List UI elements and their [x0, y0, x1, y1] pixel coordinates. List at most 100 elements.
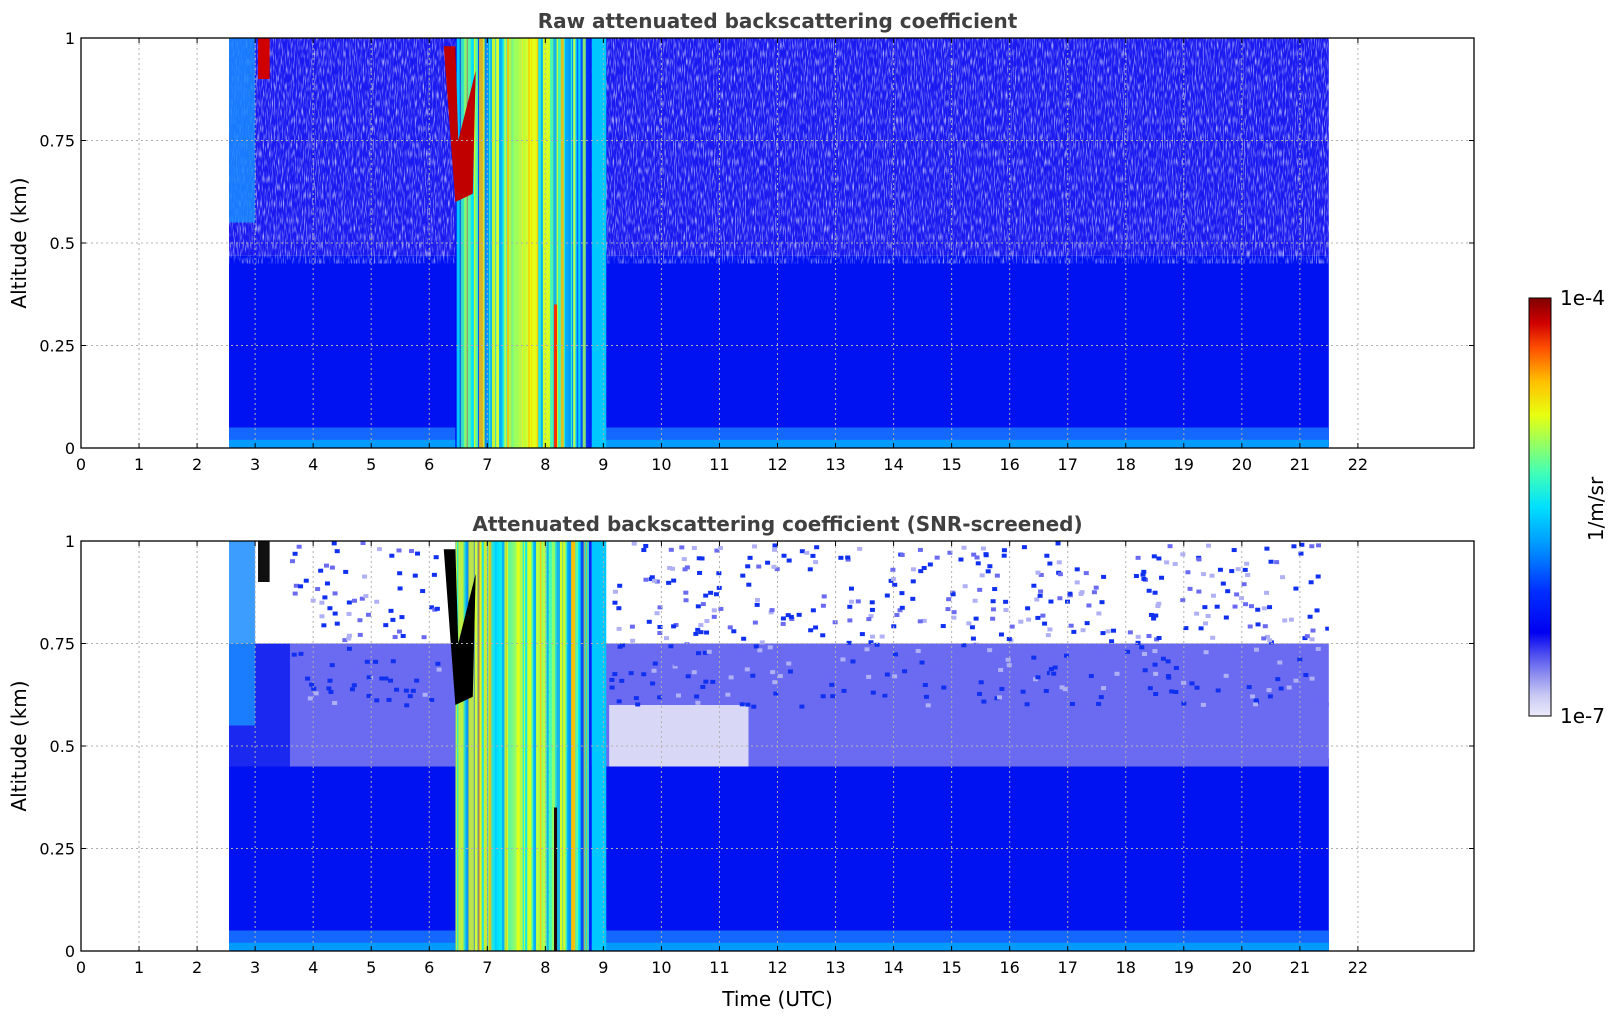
heatmap-speck — [1278, 686, 1284, 691]
heatmap-speck — [1267, 638, 1273, 643]
heatmap-screened-region — [229, 541, 1329, 644]
x-tick-label: 0 — [76, 455, 86, 474]
heatmap-speck — [846, 640, 852, 645]
heatmap-speck — [1231, 548, 1237, 553]
heatmap-speck — [313, 691, 319, 696]
heatmap-speck — [1253, 702, 1259, 707]
heatmap-speck — [826, 683, 832, 688]
heatmap-speck — [1153, 692, 1159, 697]
heatmap-speck — [890, 567, 896, 572]
x-tick-label: 6 — [424, 455, 434, 474]
heatmap-speck — [756, 564, 762, 569]
heatmap-speck — [410, 688, 416, 693]
heatmap-speck — [612, 672, 618, 677]
heatmap-speck — [969, 625, 975, 630]
heatmap-speck — [1314, 608, 1320, 613]
heatmap-speck — [633, 696, 639, 701]
heatmap-speck — [392, 635, 398, 640]
heatmap-speck — [879, 634, 885, 639]
heatmap-speck — [1006, 663, 1012, 668]
heatmap-speck — [879, 673, 885, 678]
heatmap-speck — [1045, 633, 1051, 638]
heatmap-speck — [1035, 570, 1041, 575]
heatmap-plume-streak — [501, 541, 505, 951]
heatmap-speck — [1044, 553, 1050, 558]
heatmap-speck — [958, 557, 964, 562]
heatmap-plume-streak — [516, 541, 520, 951]
heatmap-speck — [1057, 596, 1063, 601]
heatmap-speck — [1202, 605, 1208, 610]
heatmap-speck — [673, 662, 679, 667]
heatmap-speck — [322, 595, 328, 600]
heatmap-plume-streak — [468, 541, 471, 951]
heatmap-speck — [429, 605, 435, 610]
heatmap-speck — [1153, 671, 1159, 676]
heatmap-speck — [351, 598, 357, 603]
heatmap-speck — [321, 623, 327, 628]
heatmap-speck — [1203, 621, 1209, 626]
heatmap-speck — [1088, 673, 1094, 678]
heatmap-speck — [324, 581, 330, 586]
heatmap-speck — [917, 619, 923, 624]
heatmap-speck — [1223, 615, 1229, 620]
heatmap-speck — [1217, 567, 1223, 572]
heatmap-speck — [899, 552, 905, 557]
heatmap-speck — [870, 690, 876, 695]
heatmap-speck — [1003, 607, 1009, 612]
heatmap-plume-streak — [491, 38, 496, 448]
heatmap-speck — [1148, 612, 1154, 617]
heatmap-speck — [1288, 617, 1294, 622]
heatmap-speck — [739, 702, 745, 707]
heatmap-speck — [397, 571, 403, 576]
heatmap-speck — [904, 656, 910, 661]
heatmap-speck — [366, 675, 372, 680]
heatmap-speck — [1001, 701, 1007, 706]
heatmap-speck — [363, 594, 369, 599]
heatmap-speck — [810, 553, 816, 558]
heatmap-speck — [892, 582, 898, 587]
heatmap-speck — [675, 693, 681, 698]
heatmap-plume-streak — [543, 541, 545, 951]
heatmap-speck — [931, 679, 937, 684]
heatmap-speck — [1210, 593, 1216, 598]
heatmap-speck — [682, 567, 688, 572]
heatmap-speck — [1265, 634, 1271, 639]
x-tick-label: 22 — [1348, 455, 1368, 474]
heatmap-speck — [1110, 628, 1116, 633]
heatmap-speck — [657, 695, 663, 700]
heatmap-speck — [436, 667, 442, 672]
heatmap-speck — [397, 586, 403, 591]
x-tick-label: 10 — [651, 455, 671, 474]
heatmap-speck — [1141, 569, 1147, 574]
heatmap-speck — [1093, 643, 1099, 648]
heatmap-speck — [652, 697, 658, 702]
heatmap-speck — [1156, 601, 1162, 606]
heatmap-speck — [1303, 673, 1309, 678]
heatmap-speck — [1304, 634, 1310, 639]
heatmap-faint-layer — [609, 705, 749, 767]
y-axis-label: Altitude (km) — [7, 177, 31, 308]
heatmap-speck — [866, 617, 872, 622]
heatmap-plume-streak — [499, 38, 503, 448]
heatmap-speck — [752, 651, 758, 656]
heatmap-early-feature — [258, 38, 270, 79]
heatmap-speck — [388, 678, 394, 683]
heatmap-speck — [379, 676, 385, 681]
heatmap-plume-core — [554, 304, 558, 448]
heatmap-speck — [864, 647, 870, 652]
x-tick-label: 14 — [883, 455, 903, 474]
heatmap-speck — [1181, 701, 1187, 706]
heatmap-plume-streak — [577, 541, 581, 951]
heatmap-speck — [1156, 556, 1162, 561]
heatmap-plume-streak — [464, 38, 467, 448]
heatmap-speck — [893, 652, 899, 657]
heatmap-speck — [1151, 616, 1157, 621]
heatmap-speck — [979, 573, 985, 578]
heatmap-speck — [672, 664, 678, 669]
heatmap-speck — [917, 547, 923, 552]
heatmap-speck — [386, 697, 392, 702]
heatmap-speck — [1086, 603, 1092, 608]
heatmap-speck — [977, 587, 983, 592]
heatmap-speck — [1299, 542, 1305, 547]
heatmap-speck — [1031, 583, 1037, 588]
